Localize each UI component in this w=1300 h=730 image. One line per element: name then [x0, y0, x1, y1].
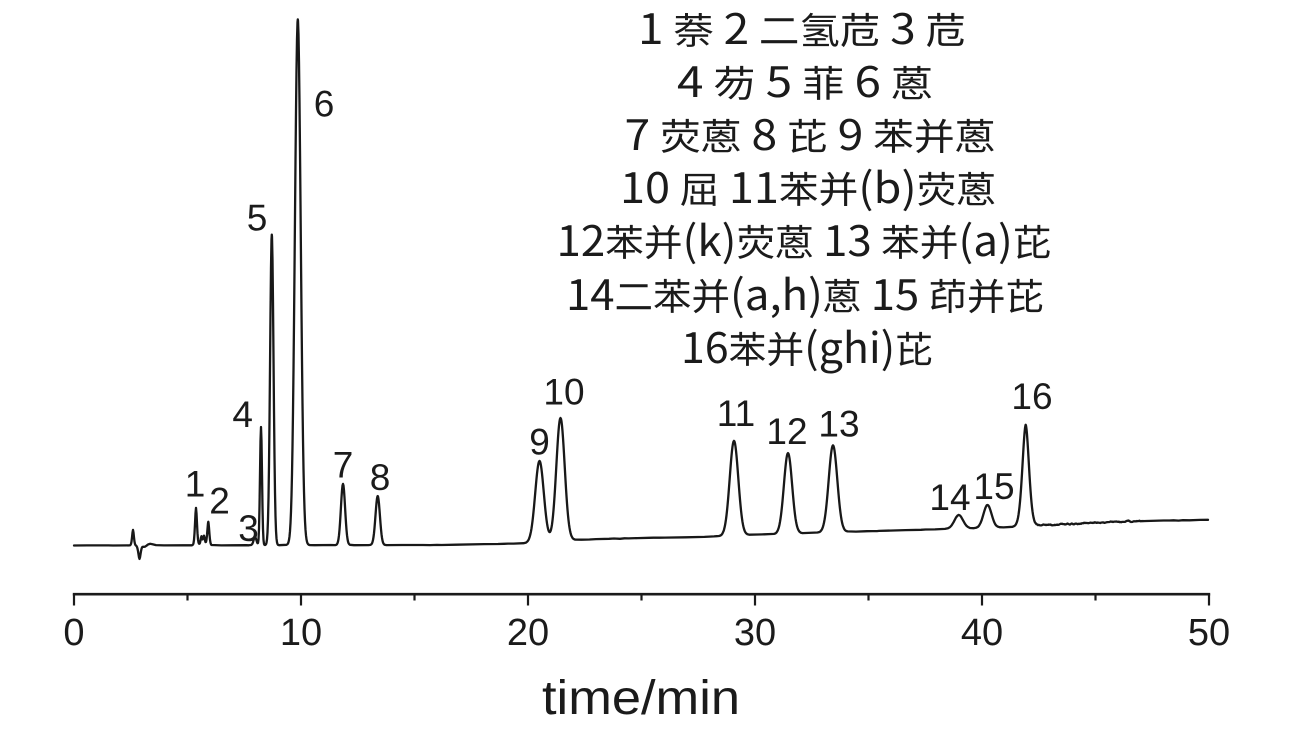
svg-text:15: 15	[973, 466, 1014, 507]
svg-text:13: 13	[818, 404, 859, 445]
svg-text:30: 30	[734, 612, 776, 654]
svg-text:3: 3	[238, 508, 259, 549]
svg-text:7: 7	[333, 445, 354, 486]
svg-text:12: 12	[766, 411, 807, 452]
svg-text:6: 6	[314, 84, 335, 125]
svg-text:1: 1	[185, 464, 206, 505]
svg-text:16: 16	[1011, 376, 1052, 417]
svg-text:11: 11	[717, 393, 755, 434]
svg-text:14: 14	[929, 477, 970, 518]
svg-text:2: 2	[209, 481, 230, 522]
svg-text:50: 50	[1188, 612, 1230, 654]
svg-text:4: 4	[232, 394, 253, 435]
svg-text:time/min: time/min	[542, 672, 740, 725]
svg-text:9: 9	[529, 422, 550, 463]
svg-text:20: 20	[507, 612, 549, 654]
svg-text:10: 10	[280, 612, 322, 654]
svg-text:0: 0	[63, 612, 84, 654]
svg-text:10: 10	[543, 372, 584, 413]
svg-text:8: 8	[370, 457, 391, 498]
svg-text:40: 40	[961, 612, 1003, 654]
svg-text:5: 5	[247, 198, 268, 239]
